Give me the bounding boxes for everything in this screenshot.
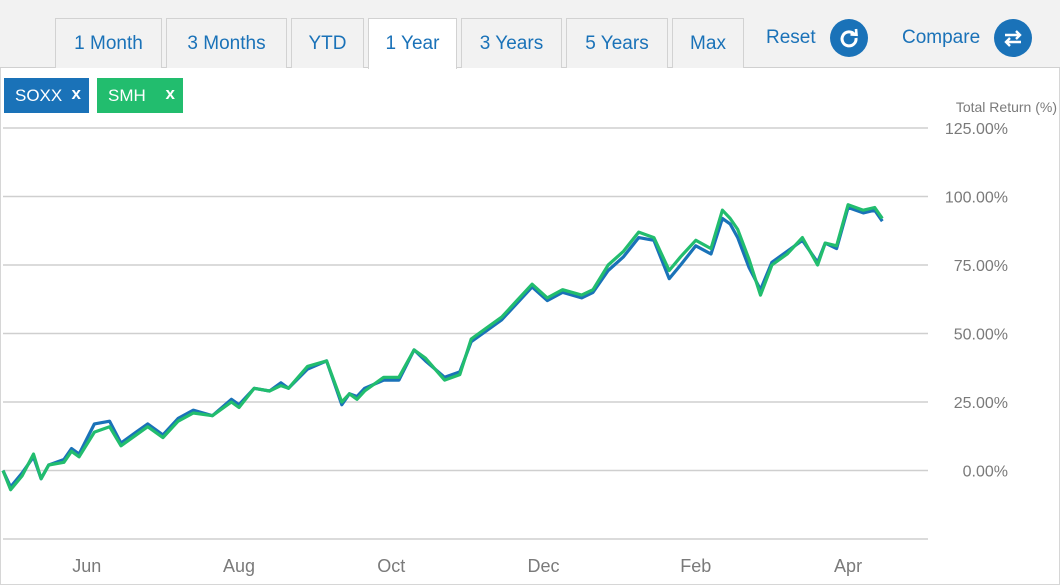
y-tick-label: 100.00% xyxy=(945,190,1008,207)
x-tick-label: Jun xyxy=(72,556,101,576)
refresh-icon xyxy=(829,19,868,57)
y-tick-label: 25.00% xyxy=(954,395,1008,412)
y-tick-label: 125.00% xyxy=(945,121,1008,138)
tab-max[interactable]: Max xyxy=(672,18,744,68)
y-axis-title: Total Return (%) xyxy=(956,99,1057,115)
swap-arrows-icon xyxy=(994,19,1033,57)
y-tick-label: 50.00% xyxy=(954,327,1008,344)
reset-button[interactable]: Reset xyxy=(766,18,868,58)
x-tick-label: Oct xyxy=(377,556,405,576)
series-line-smh xyxy=(1,203,884,492)
range-toolbar: 1 Month 3 Months YTD 1 Year 3 Years 5 Ye… xyxy=(0,0,1060,69)
tab-ytd[interactable]: YTD xyxy=(291,18,364,68)
tab-1-year[interactable]: 1 Year xyxy=(368,18,457,69)
remove-smh-icon[interactable]: x xyxy=(165,84,175,103)
series-line-soxx xyxy=(1,205,884,489)
chip-label-soxx: SOXX xyxy=(15,85,63,105)
series-chip-soxx: SOXX x xyxy=(4,78,89,113)
tab-5-years[interactable]: 5 Years xyxy=(566,18,668,68)
tab-1-month[interactable]: 1 Month xyxy=(55,18,162,68)
reset-label: Reset xyxy=(766,27,816,48)
remove-soxx-icon[interactable]: x xyxy=(71,84,81,103)
compare-button[interactable]: Compare xyxy=(902,18,1033,58)
x-tick-label: Apr xyxy=(834,556,862,576)
series-chip-smh: SMH x xyxy=(97,78,183,113)
chip-label-smh: SMH xyxy=(108,85,146,105)
x-tick-label: Dec xyxy=(528,556,560,576)
x-tick-label: Feb xyxy=(680,556,711,576)
x-tick-label: Aug xyxy=(223,556,255,576)
y-tick-label: 0.00% xyxy=(963,464,1008,481)
tab-3-years[interactable]: 3 Years xyxy=(461,18,562,68)
tab-3-months[interactable]: 3 Months xyxy=(166,18,287,68)
compare-label: Compare xyxy=(902,27,981,48)
y-tick-label: 75.00% xyxy=(954,258,1008,275)
